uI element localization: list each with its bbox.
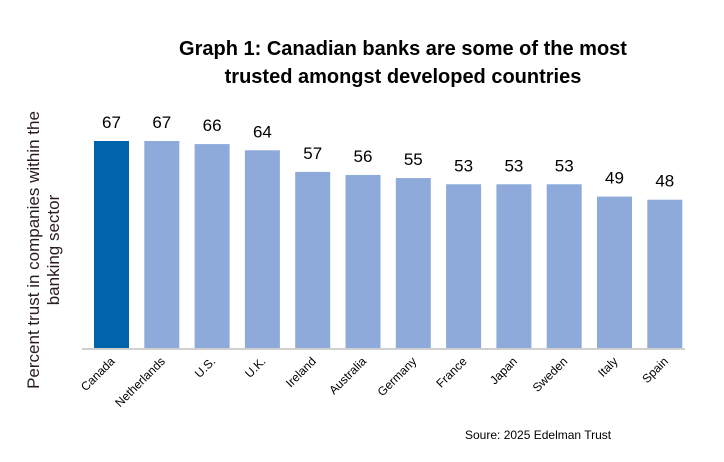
bar-france [446,184,482,348]
bar-ireland [295,171,331,348]
bar-us [194,144,230,348]
data-label: 53 [454,156,473,175]
bar-sweden [546,184,582,348]
x-tick-label: Canada [78,354,118,394]
x-tick-label: Italy [595,354,620,379]
bar-canada [94,141,129,348]
bar-australia [345,174,381,348]
bar-spain [647,199,683,348]
chart-title-line-2: trusted amongst developed countries [224,66,582,88]
source-note: Soure: 2025 Edelman Trust [465,428,612,442]
chart-title-line-1: Graph 1: Canadian banks are some of the … [179,38,627,60]
x-tick-label: U.S. [192,354,218,380]
data-label: 53 [504,156,523,175]
x-tick-label: Netherlands [112,354,168,410]
x-tick-label: Spain [639,354,671,386]
data-label: 66 [203,116,222,135]
data-label: 55 [404,150,423,169]
x-tick-label: Ireland [283,354,319,390]
data-label: 67 [102,113,121,132]
data-label: 64 [253,122,272,141]
bar-japan [496,184,532,348]
data-label: 56 [354,147,373,166]
bar-netherlands [144,141,180,348]
data-label: 53 [555,156,574,175]
x-tick-label: Australia [326,354,369,397]
data-label: 67 [152,113,171,132]
x-tick-label: Germany [375,354,420,399]
x-tick-label: U.K. [242,354,268,380]
x-tick-label: Japan [487,354,520,387]
data-label: 57 [303,144,322,163]
data-label: 48 [655,172,674,191]
data-label: 49 [605,169,624,188]
bar-uk [244,150,280,348]
bar-italy [597,196,632,348]
x-tick-label: Sweden [530,354,571,395]
bar-germany [395,178,431,348]
x-tick-label: France [433,354,470,391]
